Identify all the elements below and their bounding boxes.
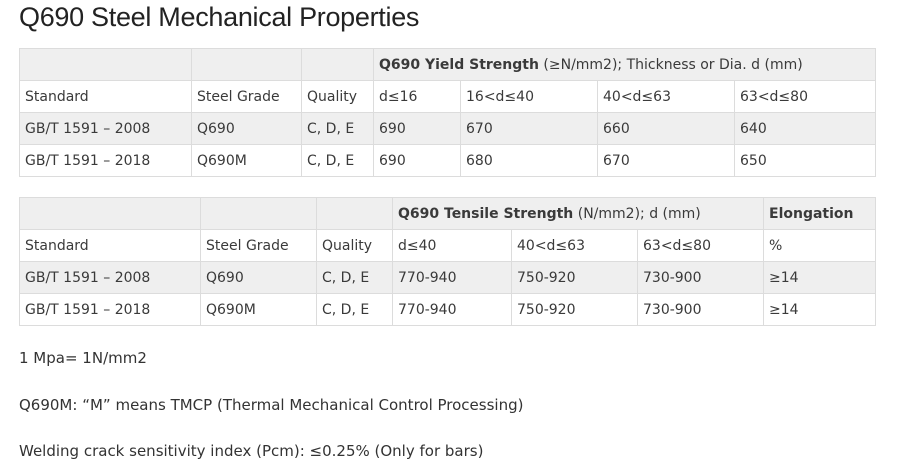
empty-header-cell [191, 48, 302, 81]
column-header: Quality [316, 229, 393, 262]
elongation-header: Elongation [763, 197, 877, 230]
column-header: 40<d≤63 [597, 80, 735, 113]
column-header: 63<d≤80 [733, 80, 877, 113]
column-header: 16<d≤40 [460, 80, 598, 113]
empty-header-cell [200, 197, 317, 230]
table-group-header-row: Q690 Tensile Strength (N/mm2); d (mm) El… [19, 197, 877, 230]
table-cell: GB/T 1591 – 2008 [19, 112, 192, 145]
table-row: GB/T 1591 – 2008 Q690 C, D, E 690 670 66… [19, 112, 877, 145]
table-row: GB/T 1591 – 2018 Q690M C, D, E 770-940 7… [19, 293, 877, 326]
table-cell: 670 [597, 144, 735, 177]
column-header: d≤16 [373, 80, 461, 113]
tensile-strength-group-header: Q690 Tensile Strength (N/mm2); d (mm) [391, 197, 765, 230]
group-header-bold: Q690 Tensile Strength [398, 205, 574, 222]
table-cell: C, D, E [301, 144, 374, 177]
table-cell: Q690M [200, 293, 317, 326]
column-header: % [763, 229, 877, 262]
column-header: Standard [19, 80, 192, 113]
column-header: Steel Grade [191, 80, 302, 113]
table-cell: 730-900 [636, 293, 765, 326]
column-header: 63<d≤80 [636, 229, 765, 262]
table-cell: 660 [597, 112, 735, 145]
group-header-rest: (N/mm2); d (mm) [573, 205, 701, 222]
group-header-rest: (≥N/mm2); Thickness or Dia. d (mm) [538, 56, 803, 73]
table-cell: GB/T 1591 – 2008 [19, 261, 201, 294]
table-column-header-row: Standard Steel Grade Quality d≤40 40<d≤6… [19, 229, 877, 262]
column-header: d≤40 [392, 229, 512, 262]
table-cell: 770-940 [392, 261, 512, 294]
yield-strength-group-header: Q690 Yield Strength (≥N/mm2); Thickness … [372, 48, 877, 81]
empty-header-cell [19, 48, 192, 81]
group-header-bold: Q690 Yield Strength [379, 56, 539, 73]
table-cell: 690 [373, 112, 461, 145]
column-header: Steel Grade [200, 229, 317, 262]
empty-header-cell [19, 197, 201, 230]
unit-note: 1 Mpa= 1N/mm2 [19, 349, 147, 367]
table-cell: 730-900 [636, 261, 765, 294]
table-cell: C, D, E [316, 293, 393, 326]
table-cell: GB/T 1591 – 2018 [19, 293, 201, 326]
column-header: Standard [19, 229, 201, 262]
table-row: GB/T 1591 – 2018 Q690M C, D, E 690 680 6… [19, 144, 877, 177]
table-cell: Q690M [191, 144, 302, 177]
table-cell: 770-940 [392, 293, 512, 326]
tmcp-note: Q690M: “M” means TMCP (Thermal Mechanica… [19, 396, 524, 414]
table-cell: 680 [460, 144, 598, 177]
table-group-header-row: Q690 Yield Strength (≥N/mm2); Thickness … [19, 48, 877, 81]
tensile-strength-table: Q690 Tensile Strength (N/mm2); d (mm) El… [19, 197, 877, 326]
page-title: Q690 Steel Mechanical Properties [19, 2, 420, 32]
table-cell: C, D, E [301, 112, 374, 145]
pcm-note: Welding crack sensitivity index (Pcm): ≤… [19, 442, 484, 460]
yield-strength-table: Q690 Yield Strength (≥N/mm2); Thickness … [19, 48, 877, 177]
column-header: 40<d≤63 [511, 229, 638, 262]
table-cell: 750-920 [511, 261, 638, 294]
column-header: Quality [301, 80, 374, 113]
table-cell: GB/T 1591 – 2018 [19, 144, 192, 177]
table-cell: Q690 [191, 112, 302, 145]
table-cell: 650 [733, 144, 877, 177]
table-cell: ≥14 [763, 293, 877, 326]
table-cell: Q690 [200, 261, 317, 294]
empty-header-cell [316, 197, 393, 230]
table-cell: C, D, E [316, 261, 393, 294]
table-cell: ≥14 [763, 261, 877, 294]
empty-header-cell [301, 48, 374, 81]
table-cell: 670 [460, 112, 598, 145]
table-row: GB/T 1591 – 2008 Q690 C, D, E 770-940 75… [19, 261, 877, 294]
table-cell: 690 [373, 144, 461, 177]
table-cell: 640 [733, 112, 877, 145]
table-column-header-row: Standard Steel Grade Quality d≤16 16<d≤4… [19, 80, 877, 113]
table-cell: 750-920 [511, 293, 638, 326]
